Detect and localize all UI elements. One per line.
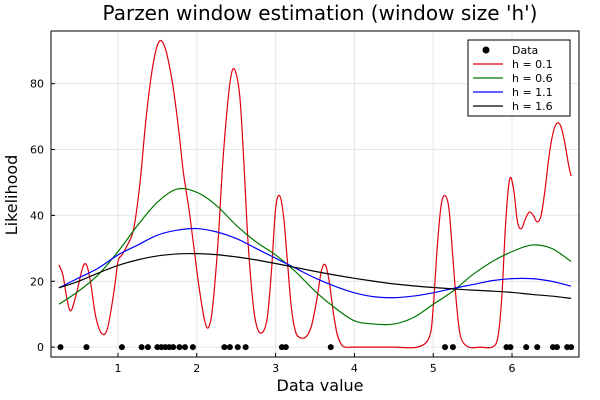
data-point <box>449 344 456 351</box>
series-line-1 <box>58 39 572 349</box>
data-point <box>226 344 233 351</box>
legend-label: h = 0.6 <box>512 72 553 85</box>
data-point <box>282 344 289 351</box>
x-tick-label: 6 <box>509 362 516 375</box>
data-point <box>534 344 541 351</box>
y-tick-label: 20 <box>30 275 44 288</box>
data-point <box>189 344 196 351</box>
x-tick-label: 3 <box>272 362 279 375</box>
data-point <box>442 344 449 351</box>
data-point <box>523 344 530 351</box>
legend-label: h = 1.6 <box>512 100 553 113</box>
y-tick-label: 60 <box>30 144 44 157</box>
data-point <box>553 344 560 351</box>
legend-label: Data <box>512 44 538 57</box>
plot-frame <box>50 30 580 358</box>
data-point <box>181 344 188 351</box>
data-point <box>170 344 177 351</box>
data-point <box>221 344 228 351</box>
series-layer <box>58 39 572 349</box>
data-points-layer <box>57 344 575 351</box>
data-point <box>234 344 241 351</box>
data-point <box>138 344 145 351</box>
data-point <box>83 344 90 351</box>
x-tick-label: 5 <box>430 362 437 375</box>
data-point <box>507 344 514 351</box>
series-line-3 <box>58 227 572 299</box>
x-tick-label: 4 <box>351 362 358 375</box>
y-tick-label: 80 <box>30 78 44 91</box>
data-point <box>242 344 249 351</box>
data-point <box>176 344 183 351</box>
y-tick-label: 40 <box>30 209 44 222</box>
y-tick-label: 0 <box>37 341 44 354</box>
data-point <box>118 344 125 351</box>
data-point <box>144 344 151 351</box>
legend-label: h = 0.1 <box>512 58 553 71</box>
x-tick-label: 2 <box>193 362 200 375</box>
series-line-2 <box>58 187 572 326</box>
legend-marker <box>482 46 490 54</box>
data-point <box>327 344 334 351</box>
y-axis-label: Likelihood <box>2 155 21 236</box>
data-point <box>568 344 575 351</box>
chart-title: Parzen window estimation (window size 'h… <box>103 1 538 25</box>
x-axis-label: Data value <box>277 376 364 395</box>
legend-label: h = 1.1 <box>512 86 553 99</box>
data-point <box>57 344 64 351</box>
x-tick-label: 1 <box>114 362 121 375</box>
series-line-4 <box>58 252 572 299</box>
